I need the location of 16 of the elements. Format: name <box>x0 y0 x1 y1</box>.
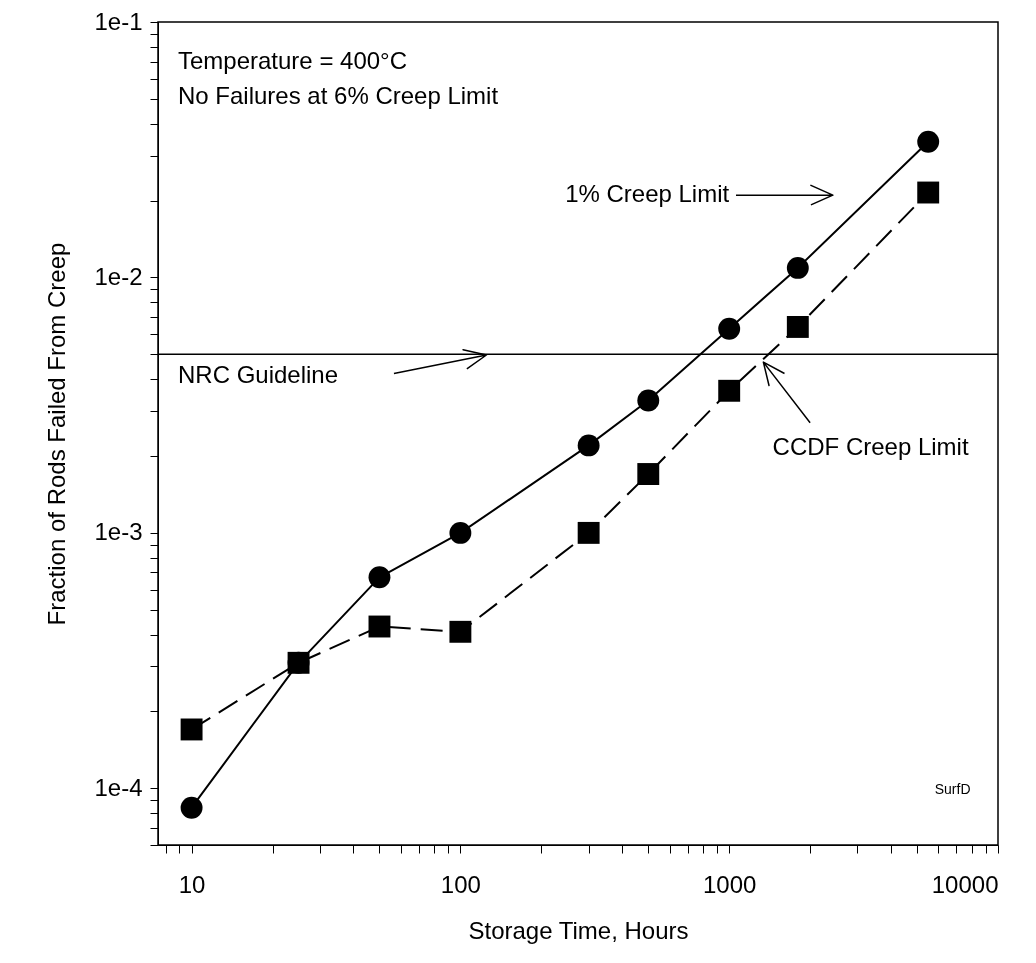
x-tick-label: 10 <box>178 870 206 898</box>
x-tick-label: 10000 <box>931 870 999 898</box>
annotation: Temperature = 400°C <box>177 46 408 74</box>
y-tick-label: 1e-4 <box>94 773 143 801</box>
y-tick-label: 1e-3 <box>94 518 143 546</box>
y-tick-label: 1e-1 <box>94 7 143 35</box>
x-tick-label: 1000 <box>703 870 757 898</box>
x-axis-title: Storage Time, Hours <box>468 916 689 944</box>
y-tick-label: 1e-2 <box>94 262 143 290</box>
x-tick-label: 100 <box>440 870 481 898</box>
annotation: SurfD <box>934 781 971 798</box>
annotation: No Failures at 6% Creep Limit <box>177 81 499 109</box>
legend-label: 1% Creep Limit <box>565 180 730 208</box>
y-axis-title: Fraction of Rods Failed From Creep <box>43 242 71 626</box>
series-label: CCDF Creep Limit <box>772 432 969 460</box>
ref-line-label: NRC Guideline <box>177 360 339 388</box>
